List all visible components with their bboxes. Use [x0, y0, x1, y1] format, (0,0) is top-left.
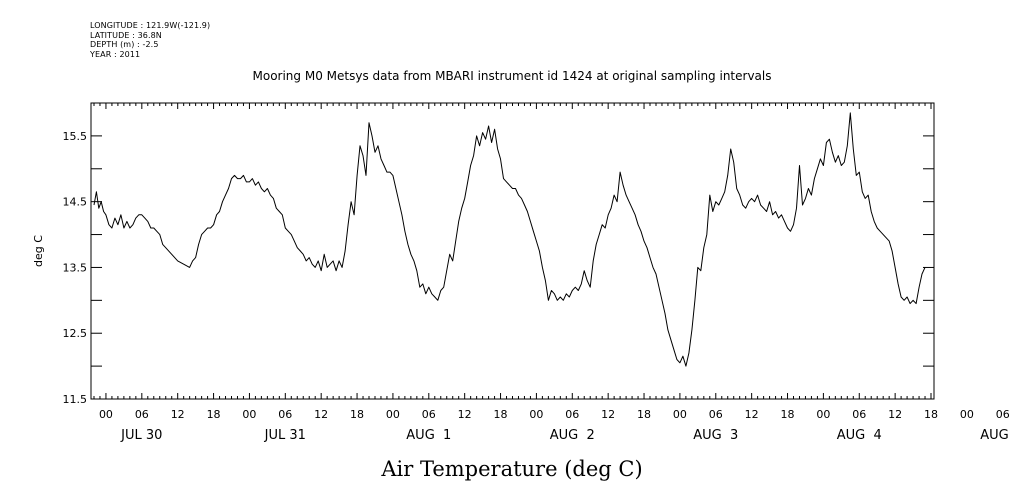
y-tick-label: 14.5	[63, 196, 88, 209]
series-layer	[93, 112, 926, 367]
x-day-label: JUL 31	[264, 428, 306, 443]
x-tick-label: 06	[422, 408, 436, 421]
longitude-text: LONGITUDE : 121.9W(-121.9)	[90, 21, 211, 30]
y-tick-label: 11.5	[63, 393, 88, 406]
x-tick-label: 18	[924, 408, 938, 421]
x-tick-label: 00	[242, 408, 256, 421]
y-tick-label: 12.5	[63, 327, 88, 340]
x-day-label: JUL 30	[120, 428, 162, 443]
x-axis-label: Air Temperature (deg C)	[380, 457, 642, 481]
x-day-label: AUG 2	[550, 428, 595, 443]
x-tick-label: 12	[745, 408, 759, 421]
x-tick-label: 12	[601, 408, 615, 421]
x-day-label: AUG 5	[980, 428, 1009, 443]
y-axis: 11.5 12.5 13.5 14.5 15.5	[63, 102, 934, 406]
location-metadata: LONGITUDE : 121.9W(-121.9) LATITUDE : 36…	[90, 21, 210, 59]
x-tick-label: 06	[278, 408, 292, 421]
x-tick-label: 06	[135, 408, 149, 421]
x-tick-label: 06	[852, 408, 866, 421]
x-day-label: AUG 3	[693, 428, 738, 443]
depth-text: DEPTH (m) : -2.5	[90, 40, 159, 49]
x-tick-label: 18	[781, 408, 795, 421]
chart-title: Mooring M0 Metsys data from MBARI instru…	[253, 69, 772, 83]
plot-frame	[90, 102, 935, 400]
x-tick-label: 00	[673, 408, 687, 421]
x-tick-label: 00	[529, 408, 543, 421]
x-tick-label: 18	[350, 408, 364, 421]
y-tick-label: 13.5	[63, 261, 88, 274]
x-tick-label: 12	[314, 408, 328, 421]
x-tick-label: 00	[386, 408, 400, 421]
series-line-air-temperature	[93, 112, 926, 367]
x-tick-label: 12	[458, 408, 472, 421]
x-tick-label: 06	[996, 408, 1009, 421]
y-axis-label: deg C	[32, 235, 45, 267]
x-tick-label: 06	[565, 408, 579, 421]
x-axis: 00 06 12 18 00 06 12 18 00 06 12 18 00 06 12 18 00 06 12 18…	[93, 103, 1009, 443]
x-tick-label: 00	[960, 408, 974, 421]
x-tick-label: 00	[816, 408, 830, 421]
y-tick-label: 15.5	[63, 130, 88, 143]
x-tick-label: 12	[888, 408, 902, 421]
x-tick-label: 18	[637, 408, 651, 421]
x-day-label: AUG 4	[837, 428, 882, 443]
x-tick-label: 06	[709, 408, 723, 421]
x-tick-label: 00	[99, 408, 113, 421]
latitude-text: LATITUDE : 36.8N	[90, 30, 162, 40]
x-tick-label: 12	[171, 408, 185, 421]
x-tick-label: 18	[494, 408, 508, 421]
x-tick-label: 18	[207, 408, 221, 421]
year-text: YEAR : 2011	[90, 49, 141, 59]
x-day-label: AUG 1	[406, 428, 451, 443]
